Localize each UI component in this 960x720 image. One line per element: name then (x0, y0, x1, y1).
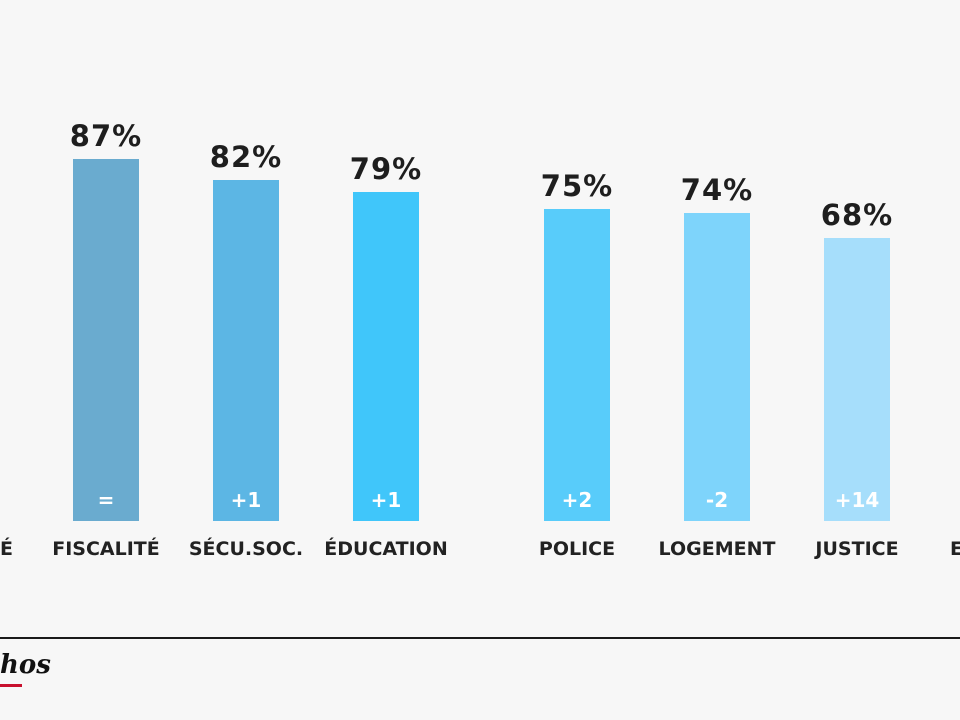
bar-delta-label: +1 (230, 488, 262, 512)
category-label: LOGEMENT (658, 538, 776, 560)
bar-value-label: 87% (69, 119, 143, 154)
bar-delta-label: +14 (834, 488, 880, 512)
bar-police (544, 209, 610, 521)
bar-value-label: 82% (209, 139, 283, 174)
category-label: JUSTICE (815, 538, 899, 560)
partial-left-category-label: É (0, 538, 13, 560)
publisher-logo: hos (0, 650, 51, 680)
bar-delta-label: -2 (705, 488, 729, 512)
bar-value-label: 68% (820, 198, 894, 233)
bar-fiscalit- (73, 159, 139, 521)
category-label: ÉDUCATION (324, 538, 448, 560)
bar--ducation (353, 192, 419, 521)
logo-accent-line (0, 684, 22, 687)
baseline-rule (0, 637, 960, 639)
bar-delta-label: +2 (561, 488, 593, 512)
bar-value-label: 74% (680, 173, 754, 208)
category-label: FISCALITÉ (52, 538, 160, 560)
bar-value-label: 79% (349, 152, 423, 187)
bar-logement (684, 213, 750, 521)
bar-value-label: 75% (540, 169, 614, 203)
category-label: SÉCU.SOC. (188, 538, 304, 560)
partial-right-category-label: E (950, 538, 960, 560)
bar-justice (824, 238, 890, 521)
category-label: POLICE (538, 538, 616, 560)
bar-delta-label: = (97, 488, 115, 512)
bar-s-cu-soc- (213, 179, 279, 521)
bar-delta-label: +1 (370, 488, 402, 512)
